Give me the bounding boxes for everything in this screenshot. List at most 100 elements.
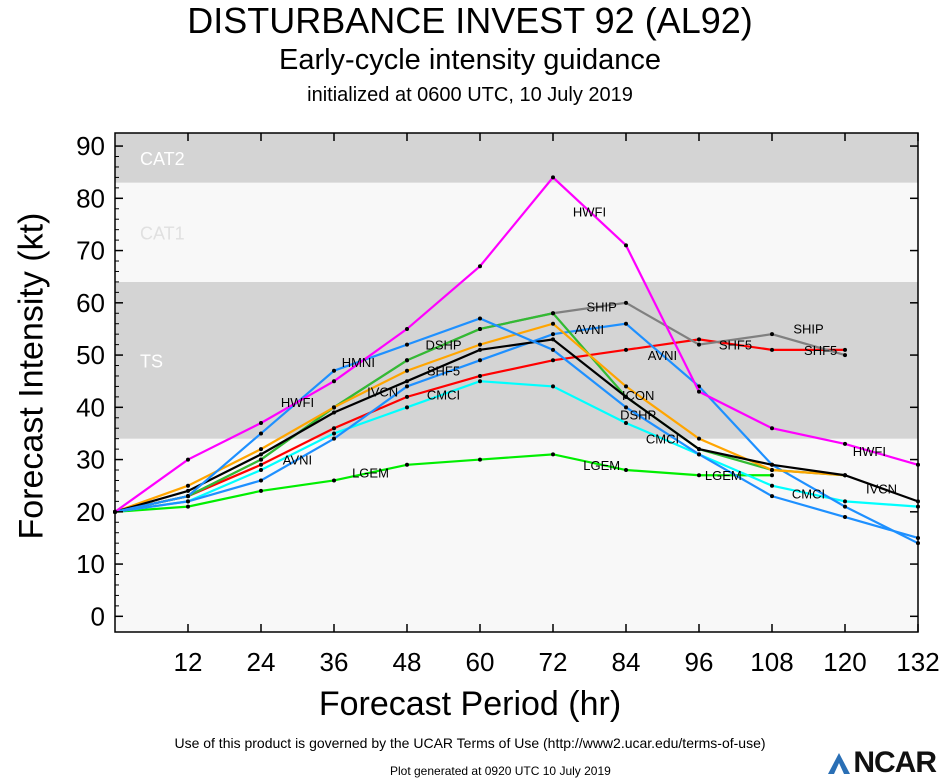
ncar-logo: NCAR bbox=[826, 746, 937, 780]
x-tick-label: 24 bbox=[247, 647, 276, 677]
terms-of-use-text: Use of this product is governed by the U… bbox=[174, 735, 766, 751]
y-tick-label: 30 bbox=[76, 445, 105, 475]
series-label: SHF5 bbox=[719, 338, 752, 353]
data-point bbox=[551, 175, 555, 180]
data-point bbox=[186, 457, 190, 462]
data-point bbox=[697, 473, 701, 478]
series-label: SHIP bbox=[793, 322, 823, 337]
x-tick-label: 36 bbox=[320, 647, 349, 677]
data-point bbox=[697, 436, 701, 441]
y-tick-label: 0 bbox=[91, 601, 105, 631]
data-point bbox=[405, 394, 409, 399]
data-point bbox=[551, 337, 555, 342]
data-point bbox=[332, 368, 336, 373]
data-point bbox=[770, 347, 774, 352]
x-tick-label: 132 bbox=[896, 647, 939, 677]
series-label: SHF5 bbox=[804, 343, 837, 358]
series-labels: LGEM CMCI SHF5 AVNI SHIP DSHP ICON IVCN HMNI HWFI… bbox=[281, 204, 897, 501]
series-line bbox=[114, 338, 919, 513]
series-label: SHF5 bbox=[427, 363, 460, 378]
series-label: HWFI bbox=[281, 395, 314, 410]
data-point bbox=[551, 311, 555, 316]
series-line bbox=[114, 453, 772, 513]
data-point bbox=[843, 504, 847, 509]
data-point bbox=[770, 473, 774, 478]
x-tick-label: 60 bbox=[466, 647, 495, 677]
data-point bbox=[332, 410, 336, 415]
data-point bbox=[332, 405, 336, 410]
data-point bbox=[186, 494, 190, 499]
band-cat1 bbox=[115, 182, 918, 282]
data-point bbox=[332, 431, 336, 436]
data-point bbox=[843, 347, 847, 352]
data-point bbox=[186, 483, 190, 488]
data-point bbox=[259, 478, 263, 483]
x-tick-label: 84 bbox=[612, 647, 641, 677]
x-tick-label: 96 bbox=[685, 647, 714, 677]
series-line bbox=[114, 175, 919, 513]
data-point bbox=[843, 499, 847, 504]
y-tick-label: 80 bbox=[76, 183, 105, 213]
data-point bbox=[332, 426, 336, 431]
plot-generated-text: Plot generated at 0920 UTC 10 July 2019 bbox=[390, 764, 611, 778]
band-ts bbox=[115, 281, 918, 439]
data-point bbox=[405, 326, 409, 331]
ncar-logo-icon bbox=[828, 753, 851, 774]
data-point bbox=[624, 321, 628, 326]
data-point bbox=[624, 420, 628, 425]
y-tick-label: 10 bbox=[76, 549, 105, 579]
y-tick-label: 40 bbox=[76, 392, 105, 422]
data-point bbox=[551, 384, 555, 389]
data-point bbox=[624, 405, 628, 410]
x-tick-label: 12 bbox=[174, 647, 203, 677]
data-point bbox=[478, 347, 482, 352]
data-point bbox=[405, 358, 409, 363]
data-point bbox=[843, 515, 847, 520]
data-point bbox=[259, 452, 263, 457]
initialization-time: initialized at 0600 UTC, 10 July 2019 bbox=[307, 84, 633, 106]
series-label: CMCI bbox=[792, 487, 825, 502]
series-label: HWFI bbox=[573, 204, 606, 219]
data-point bbox=[259, 462, 263, 467]
data-point bbox=[551, 358, 555, 363]
x-tick-label: 48 bbox=[393, 647, 422, 677]
data-point bbox=[259, 447, 263, 452]
series-label: DSHP bbox=[620, 408, 656, 423]
data-point bbox=[478, 264, 482, 269]
data-point bbox=[259, 457, 263, 462]
series-line bbox=[114, 380, 919, 513]
data-point bbox=[624, 468, 628, 473]
data-point bbox=[843, 473, 847, 478]
series-cmci bbox=[113, 379, 920, 514]
series-label: LGEM bbox=[352, 466, 389, 481]
data-point bbox=[551, 347, 555, 352]
data-point bbox=[697, 337, 701, 342]
data-point bbox=[697, 342, 701, 347]
series-label: SHIP bbox=[586, 299, 616, 314]
x-axis-label: Forecast Period (hr) bbox=[318, 685, 622, 723]
chart-subtitle: Early-cycle intensity guidance bbox=[278, 44, 661, 76]
series-label: IVCN bbox=[866, 481, 897, 496]
data-point bbox=[551, 452, 555, 457]
x-tick-label: 120 bbox=[823, 647, 866, 677]
data-point bbox=[624, 347, 628, 352]
data-point bbox=[697, 389, 701, 394]
data-point bbox=[259, 431, 263, 436]
data-point bbox=[478, 457, 482, 462]
data-point bbox=[770, 332, 774, 337]
series-label: CMCI bbox=[646, 432, 679, 447]
band-label-cat2: CAT2 bbox=[140, 149, 185, 169]
series-label: HWFI bbox=[853, 444, 886, 459]
data-point bbox=[624, 243, 628, 248]
data-point bbox=[624, 384, 628, 389]
band-cat2 bbox=[115, 133, 918, 183]
data-point bbox=[478, 373, 482, 378]
data-point bbox=[405, 462, 409, 467]
data-point bbox=[770, 483, 774, 488]
band-labels: TS CAT1 CAT2 bbox=[140, 149, 185, 371]
series-label: CMCI bbox=[427, 387, 460, 402]
data-point bbox=[478, 316, 482, 321]
band-label-cat1: CAT1 bbox=[140, 223, 185, 243]
series-label: AVNI bbox=[575, 322, 604, 337]
